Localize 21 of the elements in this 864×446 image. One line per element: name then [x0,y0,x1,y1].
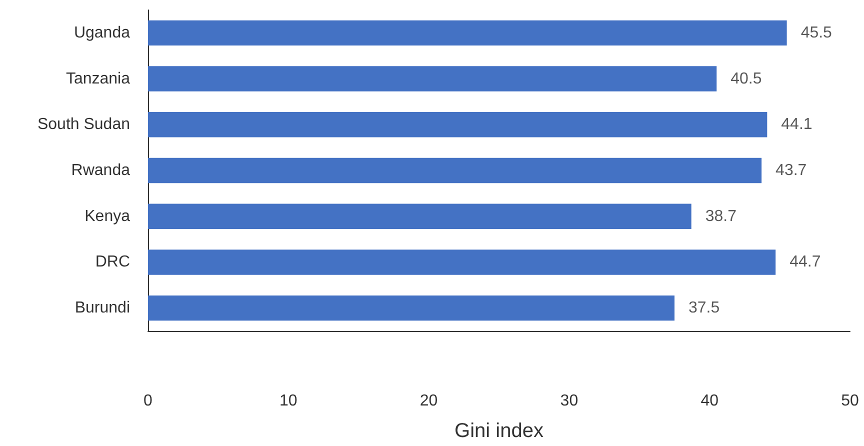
data-label: 40.5 [730,70,762,88]
x-tick-label: 30 [560,392,578,410]
y-tick-label: Tanzania [66,70,130,88]
y-tick-label: Burundi [74,300,130,317]
y-tick-label: Kenya [84,208,130,225]
y-tick-label: Rwanda [71,162,130,179]
data-label: 44.7 [790,254,821,271]
x-tick-label: 40 [700,392,719,410]
x-tick-label: 0 [144,392,153,410]
x-tick-label: 10 [280,392,298,410]
y-tick-label: DRC [95,254,130,271]
data-label: 38.7 [705,208,737,225]
y-tick-label: Uganda [74,24,130,42]
x-axis-title: Gini index [454,420,544,442]
data-label: 44.1 [781,116,812,134]
y-tick-label: South Sudan [37,116,130,134]
data-label: 45.5 [800,24,832,42]
x-tick-label: 50 [841,392,859,410]
x-tick-label: 20 [420,392,438,410]
data-label: 37.5 [688,300,720,317]
data-label: 43.7 [776,162,807,179]
